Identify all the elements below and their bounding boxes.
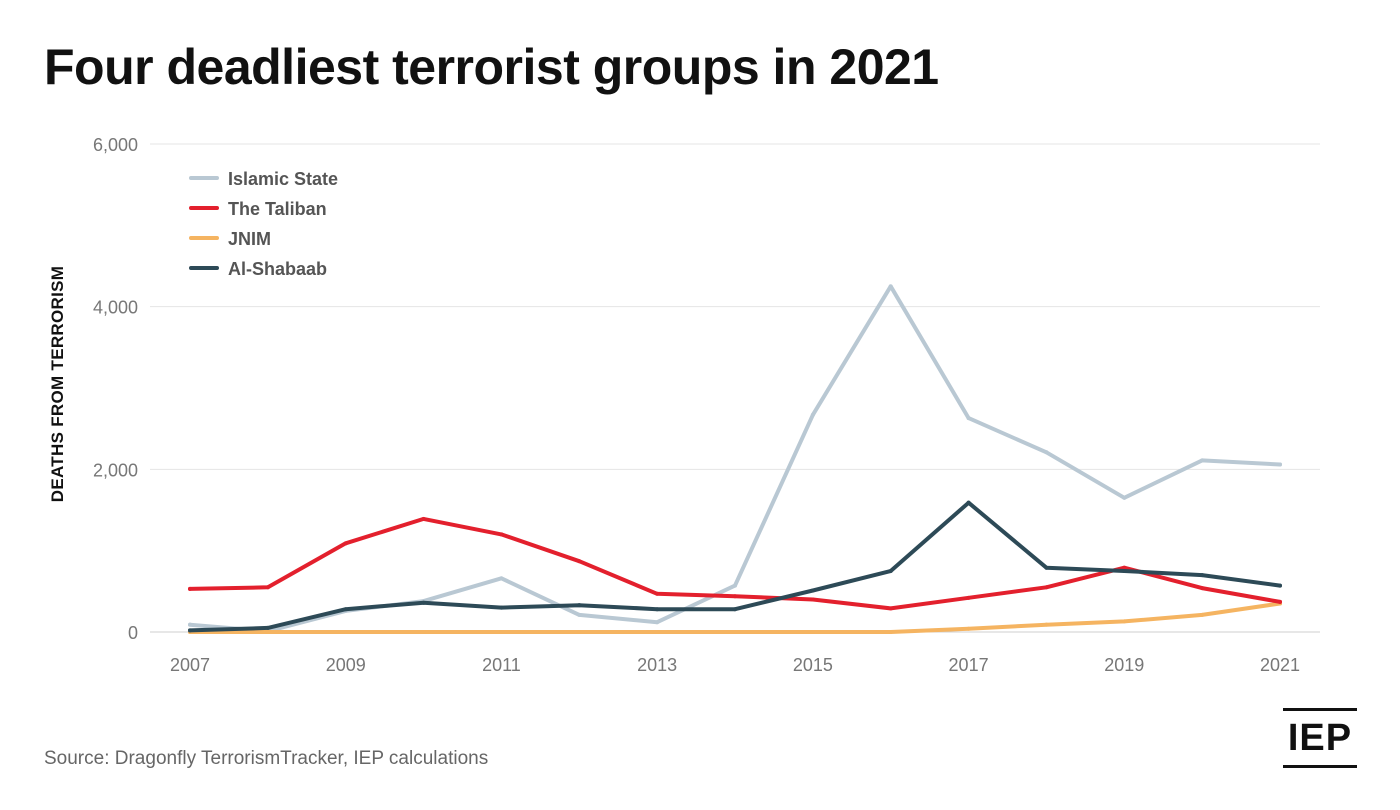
data-point-al-shabaab	[421, 600, 426, 605]
source-note: Source: Dragonfly TerrorismTracker, IEP …	[44, 748, 489, 769]
legend: Islamic State The Taliban JNIM Al-Shabaab	[189, 169, 338, 279]
data-point-al-shabaab	[1278, 583, 1282, 588]
data-point-the-taliban	[1278, 599, 1282, 604]
data-point-the-taliban	[655, 591, 660, 596]
data-point-islamic-state	[577, 612, 582, 617]
y-tick-label: 0	[128, 623, 138, 643]
data-point-the-taliban	[343, 541, 348, 546]
data-point-jnim	[1122, 619, 1127, 624]
data-point-al-shabaab	[188, 628, 192, 633]
data-point-al-shabaab	[966, 500, 971, 505]
data-point-jnim	[577, 630, 582, 634]
legend-label-islamic-state: Islamic State	[228, 169, 338, 189]
series-lines	[188, 284, 1282, 634]
x-tick-label: 2013	[637, 655, 677, 675]
data-point-al-shabaab	[810, 588, 815, 593]
data-point-islamic-state	[499, 576, 504, 581]
x-tick-label: 2021	[1260, 655, 1300, 675]
data-point-jnim	[810, 630, 815, 634]
data-point-islamic-state	[1122, 495, 1127, 500]
logo-bottom-rule	[1283, 765, 1357, 768]
logo-text: IEP	[1287, 717, 1353, 759]
data-point-al-shabaab	[343, 607, 348, 612]
series-line-islamic-state	[188, 284, 1282, 634]
iep-logo: IEP	[1283, 708, 1357, 770]
legend-label-al-shabaab: Al-Shabaab	[228, 259, 327, 279]
data-point-the-taliban	[810, 597, 815, 602]
data-point-jnim	[733, 630, 737, 634]
data-point-islamic-state	[733, 583, 737, 588]
data-point-jnim	[655, 630, 660, 634]
data-point-jnim	[265, 630, 270, 634]
data-point-islamic-state	[188, 622, 192, 627]
y-axis-title: DEATHS FROM TERRORISM	[48, 266, 67, 502]
data-point-islamic-state	[1044, 450, 1049, 455]
data-point-islamic-state	[1200, 458, 1205, 463]
x-tick-label: 2015	[793, 655, 833, 675]
data-point-the-taliban	[733, 594, 737, 599]
data-point-jnim	[966, 626, 971, 631]
chart-title: Four deadliest terrorist groups in 2021	[44, 39, 939, 95]
data-point-jnim	[499, 630, 504, 634]
data-point-islamic-state	[1278, 462, 1282, 467]
data-point-the-taliban	[499, 532, 504, 537]
x-tick-label: 2009	[326, 655, 366, 675]
logo-top-rule	[1283, 708, 1357, 711]
legend-label-the-taliban: The Taliban	[228, 199, 327, 219]
data-point-al-shabaab	[1200, 573, 1205, 578]
data-point-al-shabaab	[1122, 569, 1127, 573]
data-point-al-shabaab	[577, 603, 582, 608]
data-point-the-taliban	[888, 606, 893, 611]
data-point-al-shabaab	[499, 605, 504, 610]
data-point-the-taliban	[1044, 585, 1049, 590]
data-point-the-taliban	[577, 559, 582, 564]
x-axis-ticks: 2007 2009 2011 2013 2015 2017 2019 2021	[170, 655, 1300, 675]
x-tick-label: 2007	[170, 655, 210, 675]
data-point-jnim	[1044, 622, 1049, 627]
data-point-jnim	[1200, 612, 1205, 617]
data-point-the-taliban	[265, 585, 270, 590]
data-point-the-taliban	[966, 595, 971, 600]
data-point-al-shabaab	[1044, 565, 1049, 570]
data-point-al-shabaab	[733, 607, 737, 612]
data-point-islamic-state	[655, 620, 660, 625]
data-point-the-taliban	[1122, 565, 1127, 570]
data-point-islamic-state	[810, 412, 815, 417]
data-point-jnim	[421, 630, 426, 634]
data-point-the-taliban	[188, 586, 192, 591]
data-point-al-shabaab	[265, 625, 270, 630]
x-tick-label: 2019	[1104, 655, 1144, 675]
legend-label-jnim: JNIM	[228, 229, 271, 249]
data-point-the-taliban	[1200, 586, 1205, 591]
data-point-islamic-state	[888, 284, 893, 289]
x-tick-label: 2011	[482, 655, 521, 675]
y-tick-label: 2,000	[93, 460, 138, 480]
data-point-jnim	[888, 630, 893, 634]
data-point-al-shabaab	[888, 569, 893, 573]
y-tick-label: 6,000	[93, 135, 138, 155]
data-point-islamic-state	[966, 416, 971, 421]
data-point-the-taliban	[421, 516, 426, 521]
x-tick-label: 2017	[949, 655, 989, 675]
y-axis-ticks: 0 2,000 4,000 6,000	[93, 135, 138, 643]
y-tick-label: 4,000	[93, 298, 138, 318]
data-point-al-shabaab	[655, 607, 660, 612]
data-point-jnim	[343, 630, 348, 634]
